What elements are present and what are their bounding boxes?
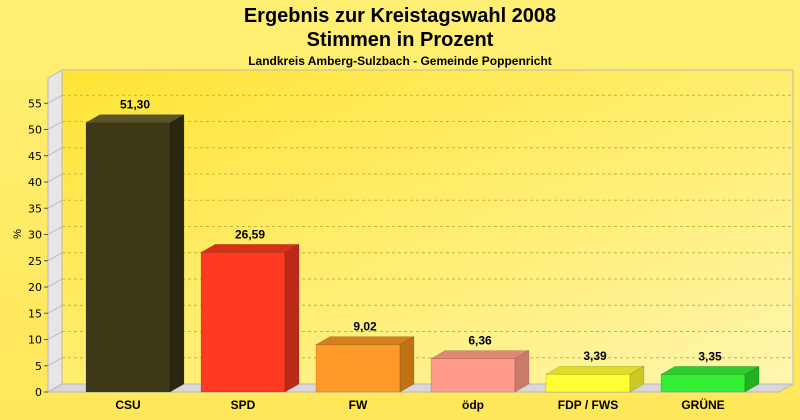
bar	[85, 114, 185, 393]
bar-side	[629, 365, 645, 393]
bar-top	[660, 366, 760, 375]
grid-line-side	[47, 357, 63, 367]
x-tick-label: CSU	[115, 398, 140, 412]
grid-line-side	[47, 252, 63, 262]
data-label: 3,39	[583, 349, 607, 363]
x-tick-label: FW	[349, 398, 368, 412]
y-tick-label: 15	[28, 307, 42, 320]
y-tick-label: 5	[35, 360, 42, 373]
bar-front	[545, 373, 631, 393]
y-tick-label: 10	[28, 334, 42, 347]
y-tick-label: 55	[28, 97, 42, 110]
bar	[660, 365, 760, 393]
grid-line-side	[47, 121, 63, 130]
data-label: 6,36	[468, 334, 492, 348]
category-labels: CSU SPD FW ödp FDP / FWS GRÜNE	[115, 397, 724, 412]
grid-line-side	[47, 94, 63, 104]
bars	[85, 114, 760, 393]
data-label: 51,30	[120, 98, 150, 112]
bar	[200, 243, 300, 393]
bar-front	[430, 358, 516, 393]
bar-top	[85, 114, 185, 123]
bar-front	[200, 252, 286, 393]
data-label: 3,35	[698, 349, 722, 363]
x-tick-label: FDP / FWS	[558, 398, 618, 412]
y-axis-label: %	[12, 229, 24, 239]
y-tick-labels: 0 5 10 15 20 25 30 35 40 45 50 55	[28, 97, 42, 399]
chart-title-secondary: Stimmen in Prozent	[307, 29, 494, 51]
y-tick-label: 0	[35, 386, 42, 399]
y-tick-label: 40	[28, 176, 42, 189]
bar-side	[514, 350, 530, 393]
bar-side	[284, 243, 300, 393]
grid-line-side	[47, 226, 63, 235]
bar-front	[85, 122, 171, 393]
x-tick-label: SPD	[231, 398, 256, 412]
bar-top	[545, 365, 645, 375]
bar-top	[430, 350, 530, 359]
y-tick-label: 20	[28, 281, 42, 294]
y-tick-label: 35	[28, 202, 42, 215]
y-tick-label: 25	[28, 255, 42, 268]
grid-line-side	[47, 147, 63, 157]
x-tick-label: GRÜNE	[681, 397, 724, 412]
y-tick-label: 30	[28, 229, 42, 242]
bar-side	[744, 365, 760, 393]
chart-title: Ergebnis zur Kreistagswahl 2008	[244, 5, 556, 27]
value-labels: 51,30 26,59 9,02 6,36 3,39 3,35	[120, 98, 722, 364]
bar	[430, 350, 530, 393]
bar-front	[660, 374, 746, 393]
bar-front	[315, 344, 401, 393]
y-tick-label: 50	[28, 124, 42, 137]
bar-side	[399, 336, 415, 393]
chart-subtitle: Landkreis Amberg-Sulzbach - Gemeinde Pop…	[248, 54, 552, 68]
bar	[315, 336, 415, 393]
grid-line-side	[47, 304, 63, 314]
bar	[545, 365, 645, 393]
data-label: 9,02	[353, 320, 377, 334]
x-tick-label: ödp	[462, 398, 484, 412]
grid-line-side	[47, 331, 63, 340]
bar-top	[315, 336, 415, 345]
grid-line-side	[47, 173, 63, 183]
grid-line-side	[47, 199, 63, 209]
grid-line-side	[47, 278, 63, 288]
bar-side	[169, 114, 185, 393]
data-label: 26,59	[235, 227, 265, 241]
bar-top	[200, 244, 300, 253]
y-tick-label: 45	[28, 150, 42, 163]
